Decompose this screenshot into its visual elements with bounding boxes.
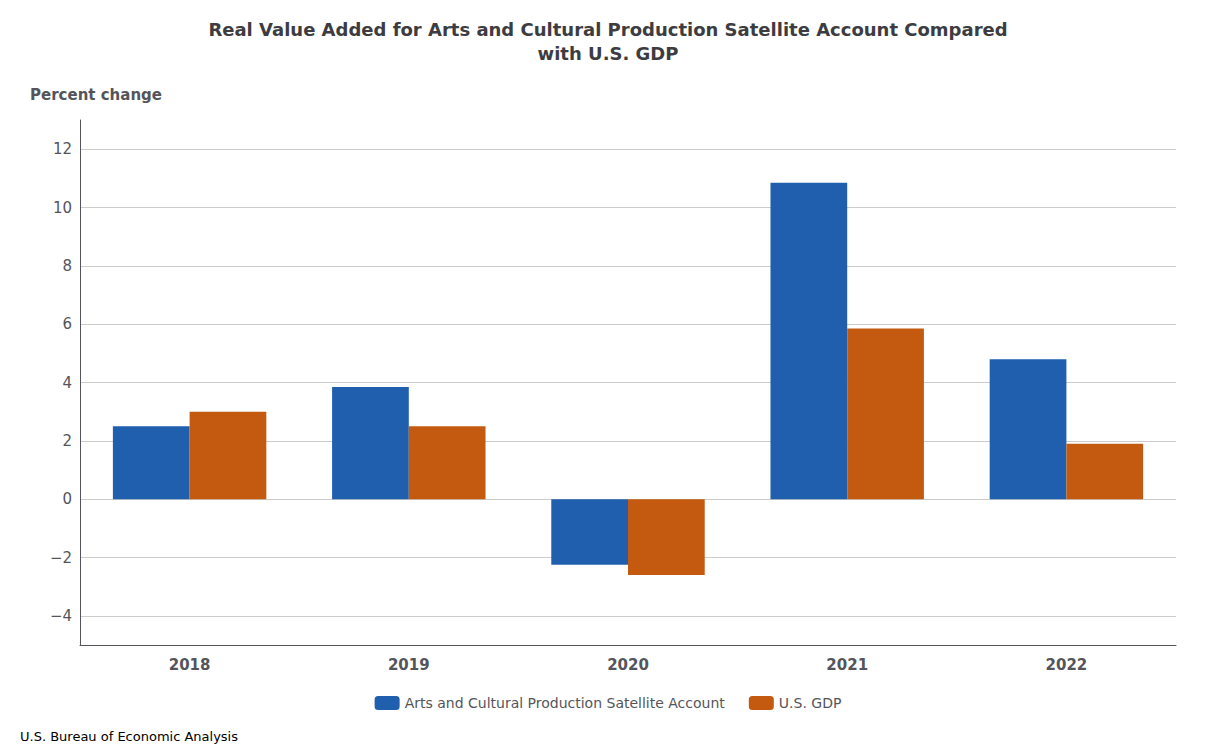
svg-text:2019: 2019 [388, 656, 430, 674]
svg-text:−4: −4 [50, 607, 72, 625]
svg-text:Arts and Cultural Production S: Arts and Cultural Production Satellite A… [405, 695, 726, 711]
svg-text:U.S. Bureau of Economic Analys: U.S. Bureau of Economic Analysis [20, 729, 238, 744]
svg-text:0: 0 [62, 490, 72, 508]
svg-text:12: 12 [53, 140, 72, 158]
svg-text:U.S. GDP: U.S. GDP [779, 695, 842, 711]
svg-text:−2: −2 [50, 549, 72, 567]
svg-text:Percent change: Percent change [30, 86, 162, 104]
svg-text:with U.S. GDP: with U.S. GDP [538, 43, 679, 64]
svg-text:2018: 2018 [169, 656, 211, 674]
svg-text:2022: 2022 [1046, 656, 1088, 674]
svg-text:4: 4 [62, 374, 72, 392]
svg-text:10: 10 [53, 199, 72, 217]
svg-text:2020: 2020 [607, 656, 649, 674]
svg-text:2021: 2021 [826, 656, 868, 674]
svg-text:2: 2 [62, 432, 72, 450]
svg-text:8: 8 [62, 257, 72, 275]
svg-text:Real Value Added for Arts and: Real Value Added for Arts and Cultural P… [208, 19, 1007, 40]
svg-text:6: 6 [62, 315, 72, 333]
